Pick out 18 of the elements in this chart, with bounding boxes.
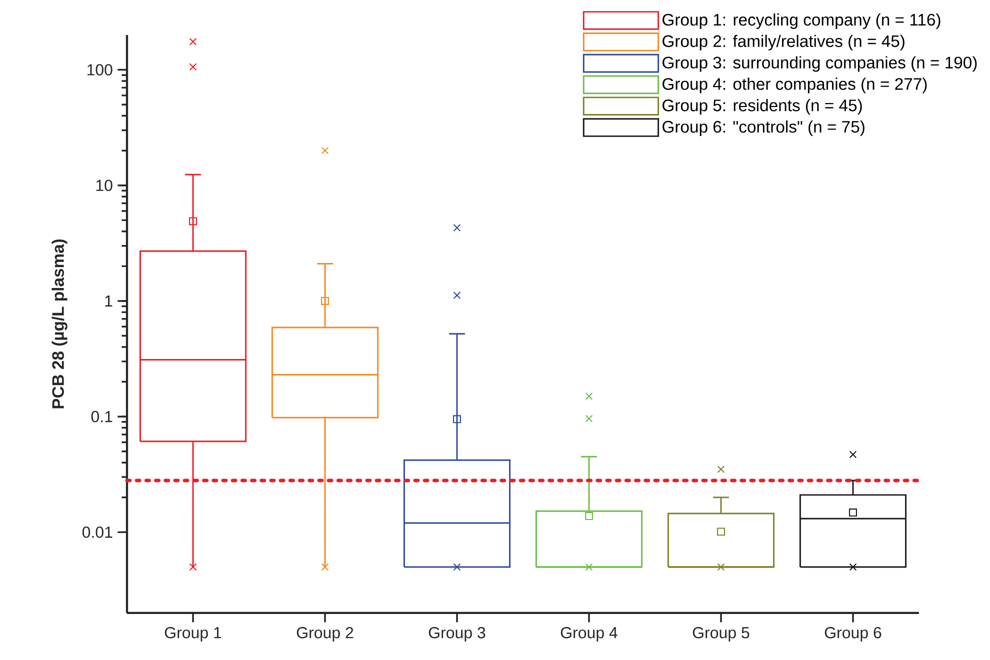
x-tick-label: Group 4: [560, 627, 618, 642]
legend-label: Group 6: "controls" (n = 75): [662, 120, 864, 136]
y-tick-label: 0.1: [91, 410, 112, 422]
y-axis-title: PCB 28 (µg/L plasma): [52, 239, 68, 408]
legend-label: Group 4: other companies (n = 277): [662, 78, 927, 94]
x-tick-label: Group 5: [692, 627, 750, 642]
legend-label: Group 3: surrounding companies (n = 190): [662, 56, 977, 72]
y-tick-label: 1: [105, 295, 112, 306]
x-tick-label: Group 6: [824, 627, 882, 642]
legend-label: Group 1: recycling company (n = 116): [662, 13, 940, 29]
legend-label: Group 5: residents (n = 45): [662, 99, 862, 115]
x-tick-label: Group 3: [428, 627, 486, 642]
x-tick-label: Group 1: [164, 627, 222, 642]
y-tick-label: 10: [96, 180, 112, 192]
y-tick-label: 0.01: [82, 526, 112, 538]
y-tick-label: 100: [87, 64, 112, 76]
legend-label: Group 2: family/relatives (n = 45): [662, 34, 904, 50]
x-tick-label: Group 2: [296, 627, 354, 642]
